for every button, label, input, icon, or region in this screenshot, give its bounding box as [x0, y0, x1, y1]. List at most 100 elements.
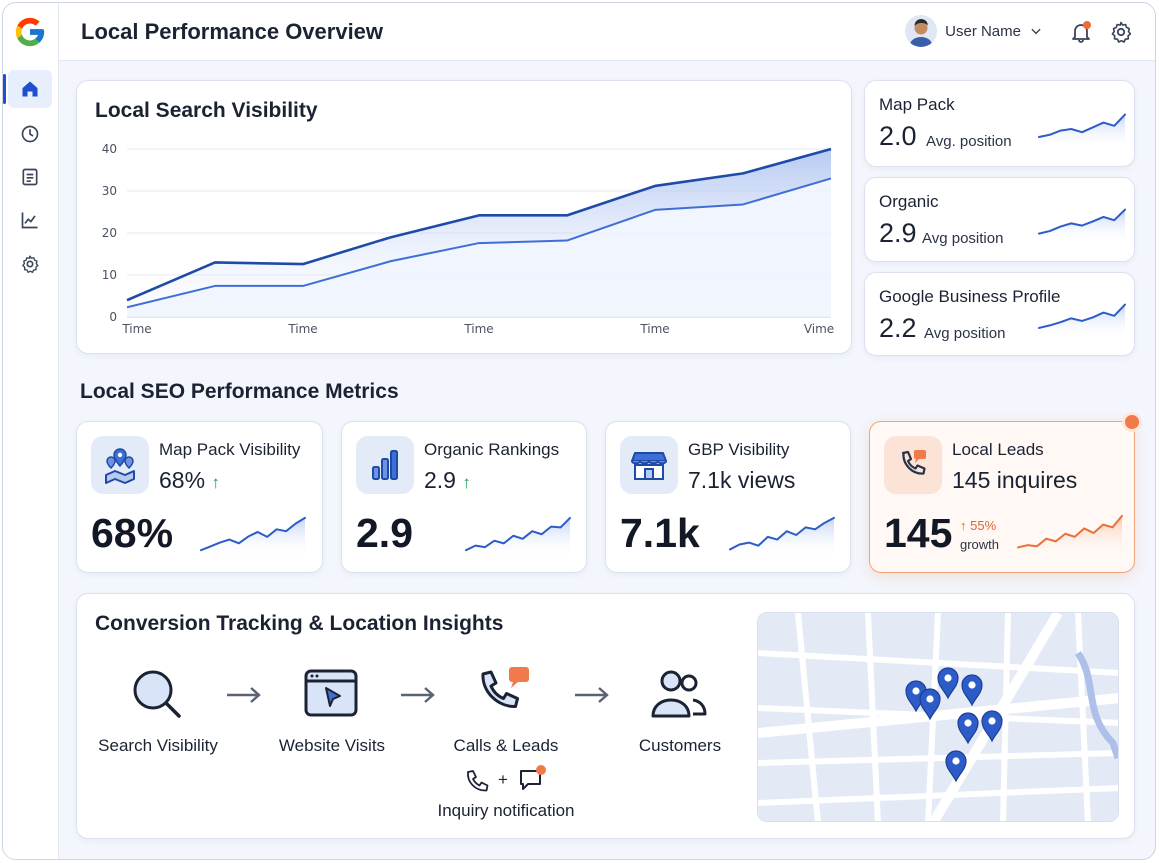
- gear-icon: [22, 255, 39, 273]
- storefront-icon: [631, 452, 667, 480]
- y-tick-label: 0: [109, 310, 117, 324]
- chevron-down-icon: [1031, 28, 1041, 35]
- sparkline-line: [729, 516, 835, 551]
- metric-title: GBP Visibility: [688, 440, 790, 459]
- y-tick-label: 40: [102, 142, 117, 156]
- clock-icon: [21, 125, 39, 143]
- conversion-title: Conversion Tracking & Location Insights: [95, 612, 504, 635]
- x-tick-label: Time: [121, 322, 151, 336]
- location-map[interactable]: [757, 612, 1119, 822]
- metric-big-value: 7.1k: [620, 510, 700, 556]
- step-label: Customers: [638, 736, 722, 755]
- river: [1075, 651, 1118, 760]
- sparkline-line: [465, 516, 571, 552]
- sparkline: [729, 516, 835, 558]
- analytics-icon: [21, 212, 38, 229]
- metric-sub: 145 inquires: [952, 467, 1078, 493]
- sparkline-fill: [730, 517, 834, 558]
- metric-card-gbp[interactable]: GBP Visibility 7.1k views 7.1k: [605, 421, 851, 573]
- map-pins-icon: [105, 448, 135, 484]
- metric-sub: 68% ↑: [159, 467, 220, 493]
- metric-big-value: 2.9: [356, 510, 413, 556]
- side-card-organic[interactable]: Organic 2.9 Avg position: [864, 177, 1135, 262]
- metric-icon: [356, 436, 414, 494]
- sparkline-fill: [201, 517, 305, 558]
- avatar: [905, 15, 938, 47]
- metric-icon: [620, 436, 678, 494]
- series-line: [126, 147, 832, 302]
- metric-title: Map Pack Visibility: [159, 440, 301, 459]
- nav-history[interactable]: [8, 115, 52, 153]
- phone-chat-icon: [901, 450, 926, 475]
- notification-dot: [1122, 412, 1142, 432]
- x-tick-label: Time: [287, 322, 317, 336]
- x-tick-label: Vime: [804, 322, 834, 336]
- step-label: Search Visibility: [98, 736, 218, 755]
- metric-big-value: 145: [884, 510, 953, 556]
- settings-gear-icon[interactable]: [1109, 20, 1133, 44]
- x-tick-label: Time: [463, 322, 493, 336]
- google-logo-icon: [15, 17, 45, 47]
- user-name: User Name: [945, 22, 1021, 40]
- inquiry-notification-label: Inquiry notification: [437, 801, 575, 820]
- phone-call-icon: [481, 667, 529, 709]
- sparkline-line: [1038, 113, 1126, 138]
- side-card-sub: Avg position: [924, 325, 1006, 342]
- map-pin-icon: [961, 674, 983, 707]
- arrow-right-icon: [227, 687, 261, 703]
- sidebar: [3, 3, 59, 859]
- home-icon: [22, 81, 38, 97]
- side-card-sub: Avg position: [922, 230, 1004, 247]
- sparkline: [465, 516, 571, 558]
- magnifier-icon: [133, 670, 181, 718]
- chat-bubble-icon: [520, 765, 546, 790]
- nav-analytics[interactable]: [8, 201, 52, 239]
- sparkline: [1038, 113, 1126, 149]
- y-tick-label: 20: [102, 226, 117, 240]
- metric-card-organic[interactable]: Organic Rankings 2.9 ↑ 2.9: [341, 421, 587, 573]
- metric-icon: [91, 436, 149, 494]
- side-card-value: 2.0: [879, 121, 917, 151]
- sparkline-fill: [1039, 209, 1125, 244]
- browser-cursor-icon: [304, 669, 358, 717]
- sparkline-line: [1038, 303, 1126, 329]
- side-card-title: Google Business Profile: [879, 287, 1061, 306]
- side-card-sub: Avg. position: [926, 133, 1012, 150]
- sparkline-line: [200, 516, 306, 552]
- metric-card-local-leads[interactable]: Local Leads 145 inquires 145 ↑ 55% growt…: [869, 421, 1135, 573]
- arrow-up-icon: ↑: [211, 473, 220, 492]
- side-card-title: Map Pack: [879, 95, 955, 114]
- map-pin-icon: [945, 750, 967, 783]
- step-label: Website Visits: [278, 736, 386, 755]
- side-card-title: Organic: [879, 192, 939, 211]
- step-label: Calls & Leads: [453, 736, 559, 755]
- metric-title: Local Leads: [952, 440, 1044, 459]
- chart-title: Local Search Visibility: [95, 99, 318, 122]
- nav-settings[interactable]: [8, 245, 52, 283]
- arrow-right-icon: [401, 687, 435, 703]
- y-tick-label: 10: [102, 268, 117, 282]
- area-band: [127, 149, 831, 308]
- metric-sub: 2.9 ↑: [424, 467, 471, 493]
- y-tick-label: 30: [102, 184, 117, 198]
- arrow-right-icon: [575, 687, 609, 703]
- nav-home[interactable]: [3, 70, 52, 108]
- metric-big-value: 68%: [91, 510, 174, 556]
- sparkline: [1017, 514, 1123, 556]
- metric-card-map-pack[interactable]: Map Pack Visibility 68% ↑ 68%: [76, 421, 323, 573]
- page-title: Local Performance Overview: [81, 19, 384, 44]
- sparkline: [1038, 303, 1126, 339]
- sparkline-line: [1038, 208, 1126, 235]
- nav-reports[interactable]: [8, 158, 52, 196]
- user-menu[interactable]: User Name: [905, 15, 1043, 47]
- visibility-line-chart: 0 10 20 30 40 Time Time Time Time Vime: [102, 142, 834, 336]
- sparkline: [1038, 208, 1126, 244]
- users-icon: [651, 670, 707, 718]
- side-card-value: 2.9: [879, 218, 917, 248]
- visibility-chart-card: Local Search Visibility 0 10 20 30 40 Time Tim…: [76, 80, 852, 354]
- side-card-map-pack[interactable]: Map Pack 2.0 Avg. position: [864, 80, 1135, 167]
- bell-icon[interactable]: [1069, 20, 1093, 44]
- side-card-gbp[interactable]: Google Business Profile 2.2 Avg position: [864, 272, 1135, 356]
- sparkline: [200, 516, 306, 558]
